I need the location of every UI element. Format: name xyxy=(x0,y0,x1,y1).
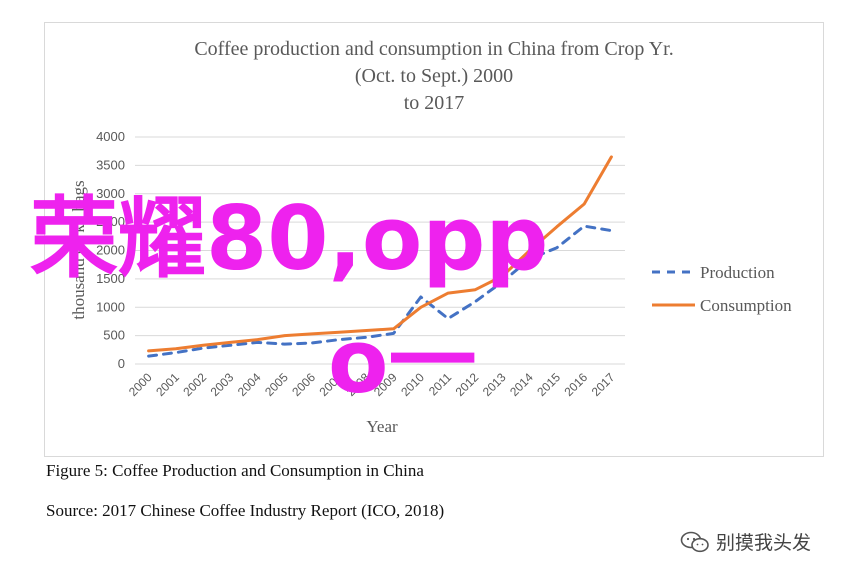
x-tick-label: 2006 xyxy=(289,370,318,399)
series-line-consumption xyxy=(147,155,613,353)
x-tick-label: 2001 xyxy=(153,370,182,399)
y-tick-label: 3500 xyxy=(96,157,125,172)
chart-title-line: to 2017 xyxy=(404,92,465,114)
x-tick-label: 2014 xyxy=(507,370,536,399)
x-tick-label: 2017 xyxy=(589,370,618,399)
x-tick-label: 2003 xyxy=(208,370,237,399)
y-tick-label: 500 xyxy=(103,328,125,343)
wechat-icon xyxy=(680,531,709,552)
y-tick-label: 3000 xyxy=(96,186,125,201)
x-tick-label: 2013 xyxy=(480,370,509,399)
y-tick-label: 2000 xyxy=(96,243,125,258)
legend-label-consumption: Consumption xyxy=(700,296,792,315)
chart-title-line: (Oct. to Sept.) 2000 xyxy=(355,65,513,87)
x-tick-label: 2000 xyxy=(126,370,155,399)
chart-title-line: Coffee production and consumption in Chi… xyxy=(194,38,673,60)
chart-frame xyxy=(44,22,824,457)
figure-caption: Figure 5: Coffee Production and Consumpt… xyxy=(46,461,424,480)
x-axis-label: Year xyxy=(366,417,398,436)
overlay-text-line2: o一 xyxy=(328,310,477,413)
y-tick-label: 1000 xyxy=(96,299,125,314)
y-axis-label: thousand 60 kg bags xyxy=(69,180,88,319)
y-tick-label: 0 xyxy=(118,356,125,371)
x-tick-label: 2002 xyxy=(180,370,209,399)
x-tick-label: 2015 xyxy=(534,370,563,399)
overlay-text-line1: 荣耀80,opp xyxy=(30,187,549,290)
y-tick-label: 2500 xyxy=(96,214,125,229)
y-tick-label: 4000 xyxy=(96,129,125,144)
series-line-production xyxy=(147,224,613,358)
x-tick-label: 2005 xyxy=(262,370,291,399)
watermark: 别摸我头发 xyxy=(680,528,811,555)
y-tick-label: 1500 xyxy=(96,271,125,286)
watermark-text: 别摸我头发 xyxy=(716,532,812,554)
x-tick-label: 2016 xyxy=(562,370,591,399)
x-tick-label: 2004 xyxy=(235,370,264,399)
legend-label-production: Production xyxy=(700,263,775,282)
source-caption: Source: 2017 Chinese Coffee Industry Rep… xyxy=(46,501,445,520)
